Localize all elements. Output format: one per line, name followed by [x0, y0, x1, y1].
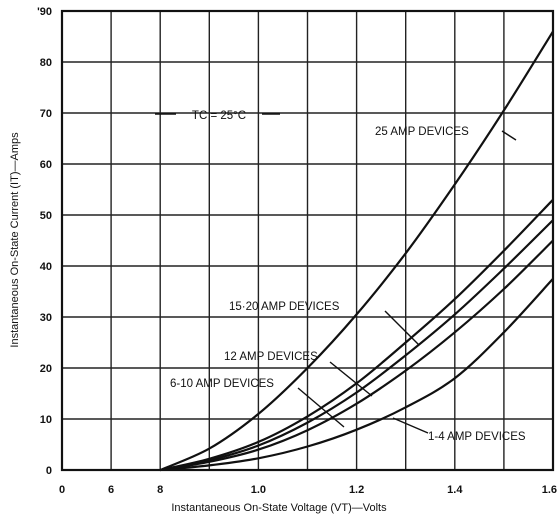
- x-tick-labels: 0 6 8 1.0 1.2 1.4 1.6: [59, 484, 557, 496]
- label-leader: [501, 130, 517, 141]
- y-tick-label: 60: [40, 159, 52, 171]
- y-tick-labels: 0 10 20 30 40 50 60 70 80 '90: [37, 6, 52, 477]
- curve-15-20-amp: [159, 198, 554, 472]
- y-tick-label: 50: [40, 210, 52, 222]
- y-axis-title: Instantaneous On-State Current (IT)—Amps: [9, 132, 21, 348]
- y-tick-label: 70: [40, 108, 52, 120]
- x-tick-label: 1.2: [349, 484, 364, 496]
- condition-annotation: TC = 25°C: [155, 110, 280, 122]
- y-tick-label: '90: [37, 6, 52, 18]
- y-tick-label: 0: [46, 465, 52, 477]
- grid: [62, 11, 553, 470]
- y-tick-label: 30: [40, 312, 52, 324]
- label-25-amp: 25 AMP DEVICES: [375, 126, 469, 138]
- label-leader: [329, 361, 373, 397]
- label-6-10-amp: 6-10 AMP DEVICES: [170, 378, 274, 390]
- x-tick-label: 1.4: [447, 484, 463, 496]
- label-leader: [297, 387, 345, 428]
- x-tick-label: 6: [108, 484, 114, 496]
- x-tick-label: 8: [157, 484, 163, 496]
- curve-6-10-amp: [160, 239, 554, 472]
- condition-label: TC = 25°C: [192, 110, 246, 122]
- x-axis-title: Instantaneous On-State Voltage (VT)—Volt…: [171, 502, 387, 514]
- y-tick-label: 80: [40, 57, 52, 69]
- plot-frame: [60, 9, 555, 472]
- label-15-20-amp: 15·20 AMP DEVICES: [229, 301, 340, 313]
- label-leader: [392, 417, 429, 434]
- label-leaders: [297, 130, 517, 434]
- curve-25-amp: [159, 30, 554, 472]
- label-1-4-amp: 1-4 AMP DEVICES: [428, 431, 526, 443]
- x-tick-label: 0: [59, 484, 65, 496]
- label-leader: [384, 310, 420, 346]
- curve-12-amp: [159, 219, 554, 472]
- x-tick-label: 1.6: [542, 484, 557, 496]
- curves: [159, 30, 554, 472]
- label-12-amp: 12 AMP DEVICES: [224, 351, 318, 363]
- x-tick-label: 1.0: [251, 484, 266, 496]
- y-tick-label: 10: [40, 414, 52, 426]
- curve-1-4-amp: [160, 278, 554, 472]
- y-tick-label: 20: [40, 363, 52, 375]
- y-tick-label: 40: [40, 261, 52, 273]
